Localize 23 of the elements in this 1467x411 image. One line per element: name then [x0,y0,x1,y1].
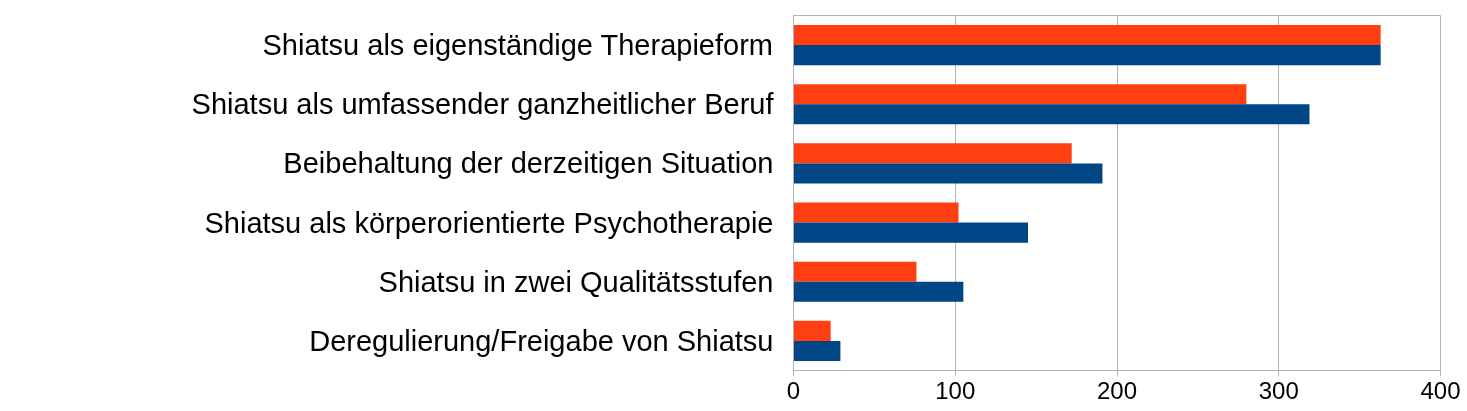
y-tick-label: Beibehaltung der derzeitigen Situation [283,147,774,180]
bar [793,143,1072,164]
y-tick-label: Shiatsu als umfassender ganzheitlicher Beruf [191,88,775,121]
bar [793,24,1381,46]
bar [793,320,831,341]
y-tick-label: Deregulierung/Freigabe von Shiatsu [309,324,774,357]
y-tick-label: Shiatsu als körperorientierte Psychotherapie [204,206,774,239]
x-tick-label: 0 [786,376,801,404]
x-tick-label: 200 [1096,376,1138,404]
bar [793,45,1381,66]
x-tick-label: 100 [935,376,976,404]
bar [793,163,1103,184]
bar [793,104,1310,125]
y-tick-label: Shiatsu in zwei Qualitätsstufen [378,265,774,298]
bar [793,222,1029,243]
bar [793,202,959,223]
bar [793,281,964,302]
bar [793,261,917,282]
x-tick-label: 400 [1420,376,1461,404]
bar [793,84,1247,105]
x-tick-label: 300 [1258,376,1299,404]
y-tick-label: Shiatsu als eigenständige Therapieform [262,29,773,62]
bar [793,340,841,362]
